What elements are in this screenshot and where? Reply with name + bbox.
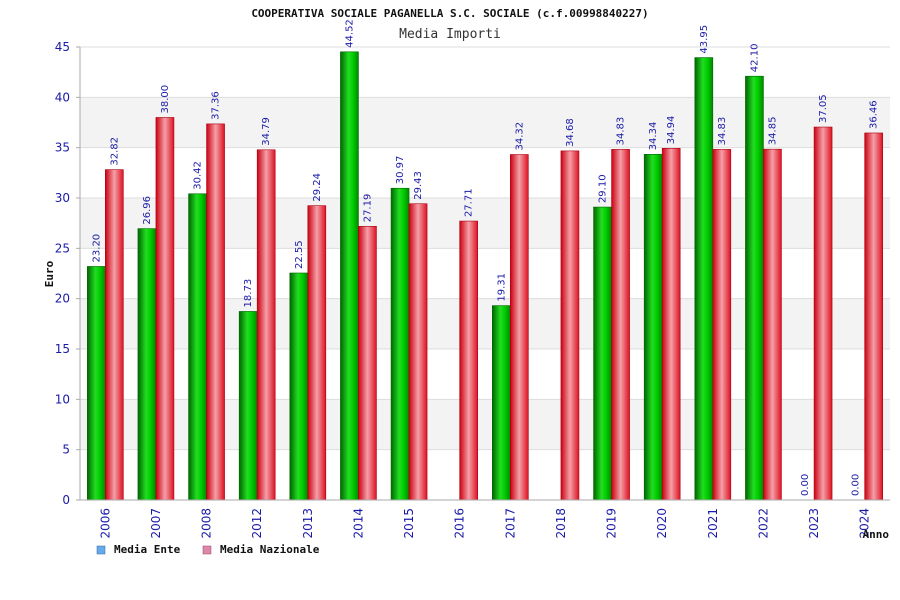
bar-media-nazionale — [712, 149, 732, 501]
x-axis-label: Anno — [863, 528, 890, 541]
x-tick-label: 2021 — [706, 508, 720, 539]
data-label: 34.32 — [514, 122, 525, 151]
x-axis-ticks: 2006 2007 2008 2012 2013 2014 2015 2016 2017 2018… — [98, 508, 871, 539]
data-label: 34.85 — [767, 117, 778, 146]
bar-media-ente — [188, 193, 207, 501]
bar-media-ente — [492, 305, 511, 501]
legend-label-media-nazionale: Media Nazionale — [220, 543, 320, 556]
data-label: 29.10 — [598, 174, 609, 203]
y-tick-label: 0 — [62, 493, 70, 507]
bar-media-nazionale — [307, 205, 327, 501]
data-label: 32.82 — [109, 137, 120, 166]
data-labels: 23.20 32.82 26.96 38.00 30.42 37.36 18.73 34.79… — [91, 19, 879, 496]
bar-media-ente — [593, 206, 612, 501]
data-label: 29.43 — [413, 171, 424, 200]
data-label: 30.97 — [395, 156, 406, 185]
bar-media-ente — [745, 75, 764, 501]
data-label: 34.34 — [648, 122, 659, 151]
data-label: 36.46 — [869, 100, 880, 129]
data-label: 22.55 — [294, 240, 305, 269]
legend-swatch-media-nazionale — [202, 545, 212, 555]
x-tick-label: 2007 — [149, 508, 163, 539]
bars — [87, 51, 883, 501]
plot-band — [80, 47, 890, 98]
bar-media-nazionale — [206, 123, 225, 501]
y-tick-label: 5 — [62, 443, 70, 457]
x-tick-label: 2006 — [98, 508, 112, 539]
x-tick-label: 2022 — [756, 508, 770, 539]
data-label: 30.42 — [193, 161, 204, 190]
x-tick-label: 2008 — [200, 508, 214, 539]
bar-media-ente — [87, 266, 106, 501]
bar-media-nazionale — [763, 148, 782, 501]
bar-media-ente — [694, 57, 714, 501]
bar-media-nazionale — [560, 150, 580, 501]
y-tick-label: 20 — [55, 292, 70, 306]
legend: Media Ente Media Nazionale — [96, 543, 320, 556]
data-label: 26.96 — [142, 196, 153, 225]
bar-media-nazionale — [611, 149, 630, 501]
bar-media-ente — [390, 187, 410, 501]
x-tick-label: 2023 — [807, 508, 821, 539]
x-tick-label: 2020 — [655, 508, 669, 539]
data-label: 37.36 — [211, 91, 222, 120]
x-tick-label: 2024 — [858, 508, 872, 539]
data-label: 27.71 — [464, 188, 475, 217]
bar-media-nazionale — [661, 147, 681, 501]
data-label: 29.24 — [312, 173, 323, 202]
x-tick-label: 2018 — [554, 508, 568, 539]
x-tick-label: 2019 — [605, 508, 619, 539]
chart-title: COOPERATIVA SOCIALE PAGANELLA S.C. SOCIA… — [251, 7, 648, 20]
bar-media-ente — [289, 272, 309, 501]
bar-media-nazionale — [256, 149, 276, 501]
y-tick-label: 35 — [55, 141, 70, 155]
data-label: 34.94 — [666, 116, 677, 145]
bar-media-nazionale — [105, 169, 124, 501]
x-tick-label: 2012 — [250, 508, 264, 539]
data-label: 37.05 — [818, 94, 829, 123]
y-axis-label: Euro — [43, 260, 56, 287]
data-label: 42.10 — [749, 44, 760, 73]
bar-media-nazionale — [358, 225, 377, 501]
y-tick-label: 10 — [55, 392, 70, 406]
x-tick-label: 2016 — [453, 508, 467, 539]
y-axis-ticks: 0 5 10 15 20 25 30 35 40 45 — [55, 40, 80, 507]
bar-media-nazionale — [408, 203, 428, 501]
data-label: 23.20 — [91, 234, 102, 263]
legend-label-media-ente: Media Ente — [114, 543, 181, 556]
x-tick-label: 2015 — [402, 508, 416, 539]
legend-swatch-media-ente — [96, 545, 106, 555]
data-label: 34.83 — [616, 117, 627, 146]
bar-media-nazionale — [813, 126, 833, 501]
data-label: 18.73 — [243, 279, 254, 308]
bar-media-nazionale — [155, 117, 175, 501]
bar-media-ente — [137, 228, 157, 501]
data-label: 19.31 — [496, 273, 507, 302]
data-label: 27.19 — [362, 194, 373, 223]
bar-media-ente — [238, 311, 258, 501]
y-tick-label: 40 — [55, 90, 70, 104]
y-tick-label: 30 — [55, 191, 70, 205]
bar-media-nazionale — [864, 132, 883, 501]
bar-media-ente — [643, 154, 663, 501]
x-tick-label: 2013 — [301, 508, 315, 539]
y-tick-label: 25 — [55, 241, 70, 255]
bar-media-ente — [340, 51, 359, 501]
y-tick-label: 15 — [55, 342, 70, 356]
x-tick-label: 2017 — [503, 508, 517, 539]
data-label: 43.95 — [699, 25, 710, 54]
bar-media-nazionale — [510, 154, 529, 501]
data-label: 38.00 — [160, 85, 171, 114]
x-tick-label: 2014 — [351, 508, 365, 539]
data-label: 34.83 — [717, 117, 728, 146]
bar-media-nazionale — [459, 220, 478, 501]
data-label: 0.00 — [851, 474, 862, 496]
chart-subtitle: Media Importi — [399, 27, 501, 42]
data-label: 0.00 — [800, 474, 811, 496]
y-tick-label: 45 — [55, 40, 70, 54]
data-label: 34.68 — [565, 118, 576, 147]
data-label: 44.52 — [344, 19, 355, 48]
data-label: 34.79 — [261, 117, 272, 146]
